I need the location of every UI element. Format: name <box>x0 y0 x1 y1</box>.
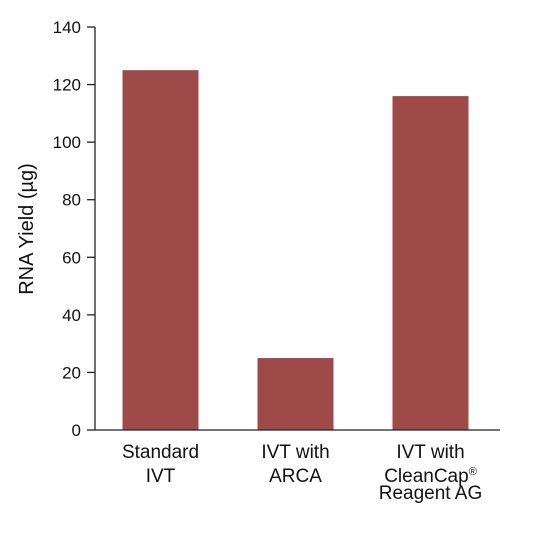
x-category-label-line: ARCA <box>269 466 322 487</box>
y-axis-title: RNA Yield (µg) <box>16 163 38 295</box>
y-tick-label: 40 <box>62 306 81 325</box>
bars <box>122 70 469 430</box>
x-category-label: IVT with ARCA <box>261 442 329 487</box>
bar <box>122 70 199 430</box>
x-category-label-line: IVT with <box>396 442 464 463</box>
y-tick-label: 120 <box>53 76 81 95</box>
bar <box>257 358 334 430</box>
x-category-label: IVT with CleanCap® Reagent AG <box>379 442 483 504</box>
y-tick-label: 0 <box>72 421 81 440</box>
y-tick-label: 140 <box>53 18 81 37</box>
y-tick-label: 60 <box>62 248 81 267</box>
x-category-label-line: IVT with <box>261 442 329 463</box>
registered-mark: ® <box>469 466 477 478</box>
x-category-label-line: IVT <box>146 466 176 487</box>
x-category-label-line: CleanCap® <box>384 466 477 487</box>
y-tick-label: 20 <box>62 363 81 382</box>
x-category-label: Standard IVT <box>122 442 199 487</box>
bar <box>392 96 469 430</box>
x-category-label-line: Standard <box>122 442 199 463</box>
y-tick-label: 100 <box>53 133 81 152</box>
x-axis: Standard IVT IVT with ARCA IVT with CleanCap®… <box>95 429 500 504</box>
y-axis: 0 20 40 60 80 100 120 140 <box>53 18 96 440</box>
y-tick-label: 80 <box>62 191 81 210</box>
x-category-label-line: Reagent AG <box>379 483 483 504</box>
